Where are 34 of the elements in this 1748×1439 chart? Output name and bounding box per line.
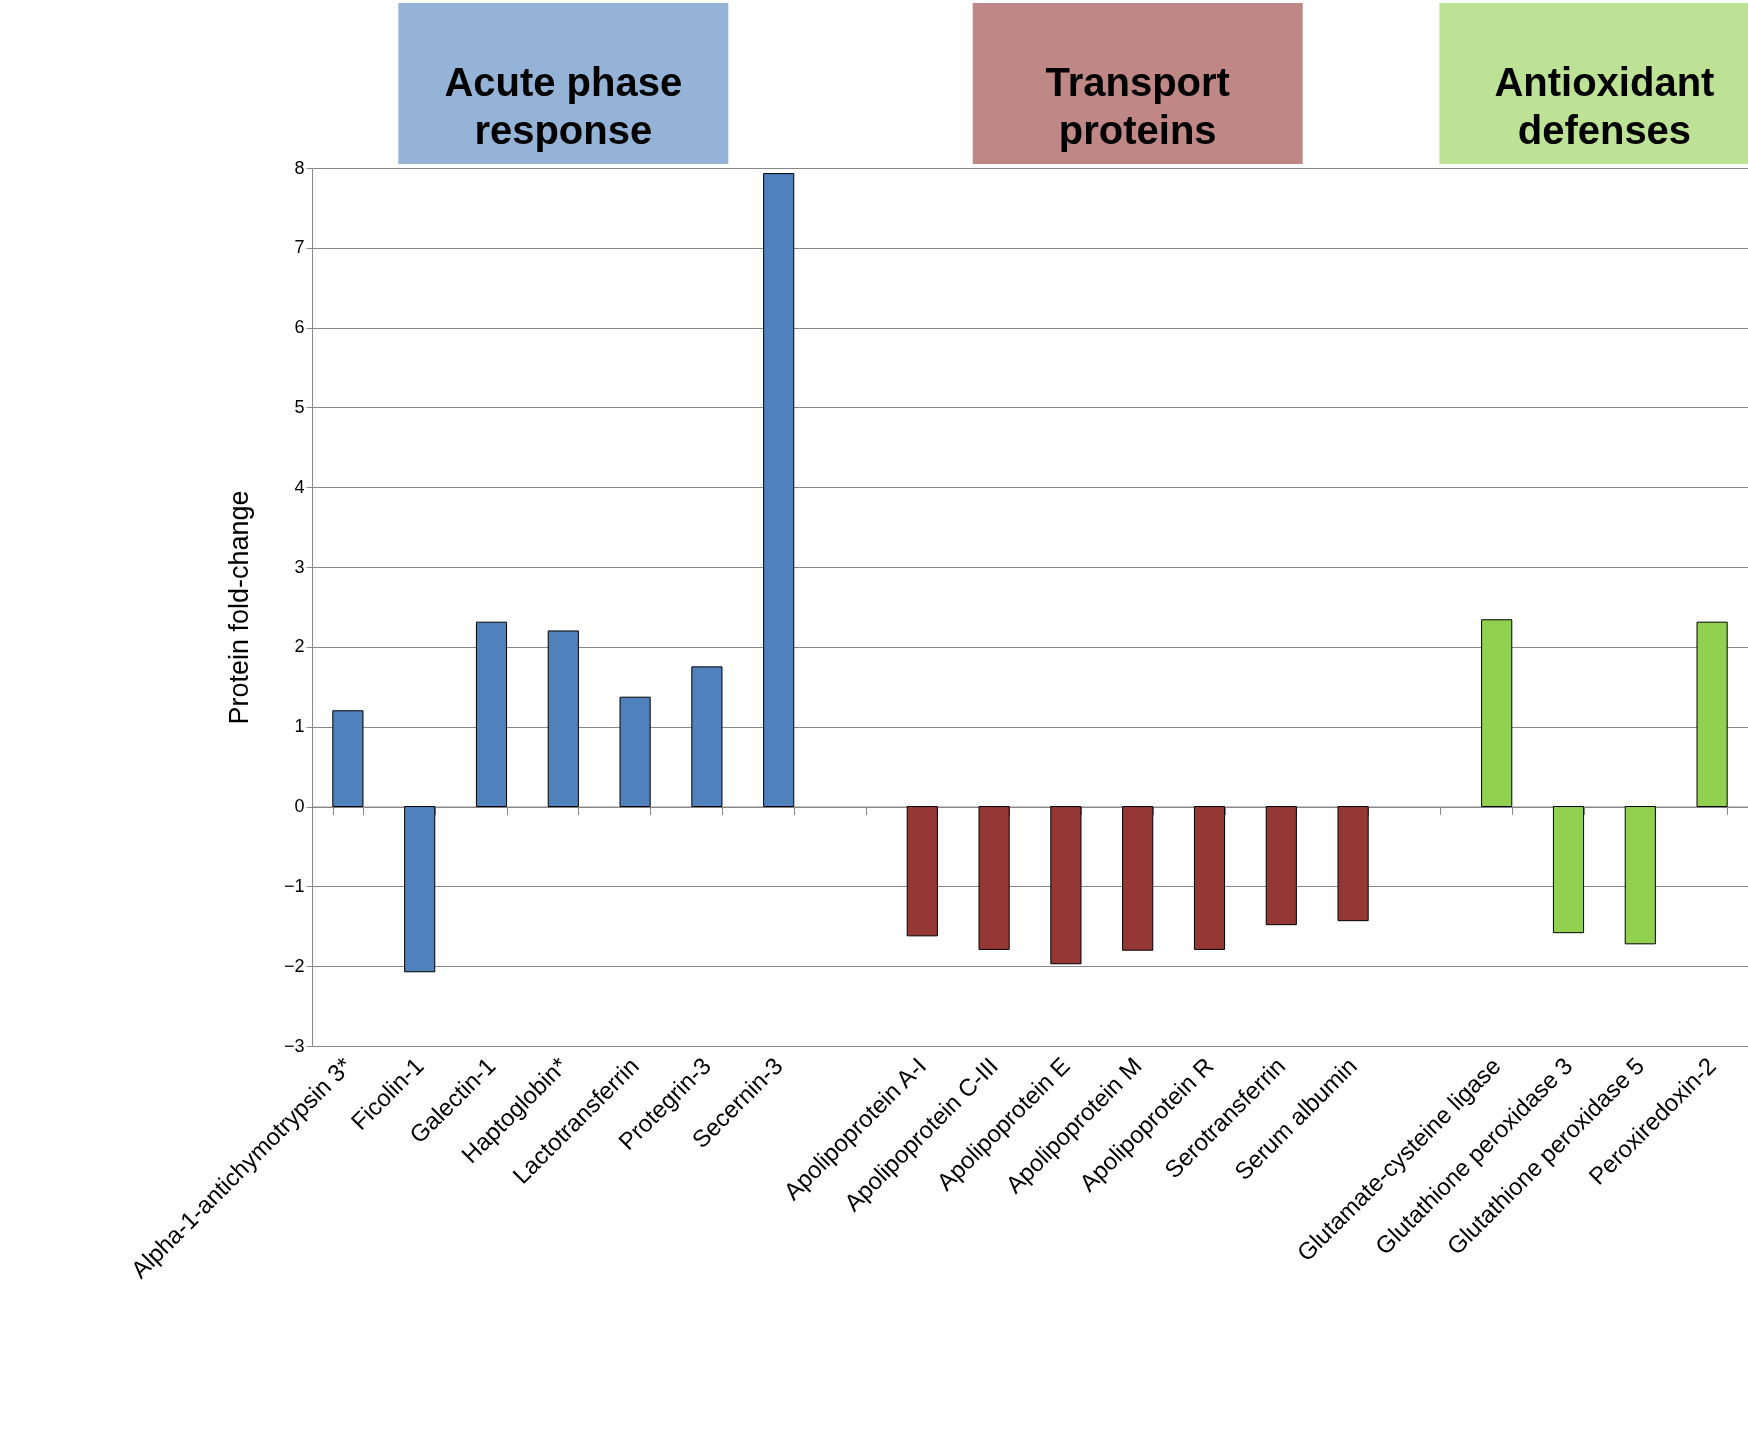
y-axis-title: Protein fold-change xyxy=(223,490,254,725)
bar xyxy=(691,666,723,808)
y-tick-label: 1 xyxy=(294,716,305,737)
bar xyxy=(1696,621,1728,808)
bar xyxy=(1265,806,1297,926)
y-tick-label: 3 xyxy=(294,556,305,577)
y-tick-label: 8 xyxy=(294,157,305,178)
text: Antioxidant defenses xyxy=(1494,60,1715,152)
text: Transport proteins xyxy=(1045,60,1230,152)
bar xyxy=(404,806,436,973)
bar xyxy=(1481,619,1513,808)
y-tick-label: 7 xyxy=(294,237,305,258)
y-tick-label: −2 xyxy=(283,955,305,976)
bar xyxy=(1050,806,1082,965)
y-tick-label: 5 xyxy=(294,396,305,417)
bar xyxy=(547,630,579,808)
y-tick-label: 2 xyxy=(294,636,305,657)
bar xyxy=(619,696,651,808)
y-tick-label: 6 xyxy=(294,317,305,338)
bar xyxy=(978,806,1010,950)
bar xyxy=(475,621,508,808)
bar xyxy=(1193,806,1226,950)
y-tick-label: −1 xyxy=(283,875,305,896)
y-tick-label: −3 xyxy=(283,1035,305,1056)
bar xyxy=(1552,806,1585,934)
bar xyxy=(906,806,938,937)
bar xyxy=(763,173,795,808)
bar xyxy=(1337,806,1369,922)
y-tick-label: 0 xyxy=(294,796,305,817)
text: Acute phase response xyxy=(444,60,683,152)
bar xyxy=(332,710,364,808)
y-tick-label: 4 xyxy=(294,476,305,497)
bar xyxy=(1122,806,1154,951)
bar xyxy=(1624,806,1656,945)
